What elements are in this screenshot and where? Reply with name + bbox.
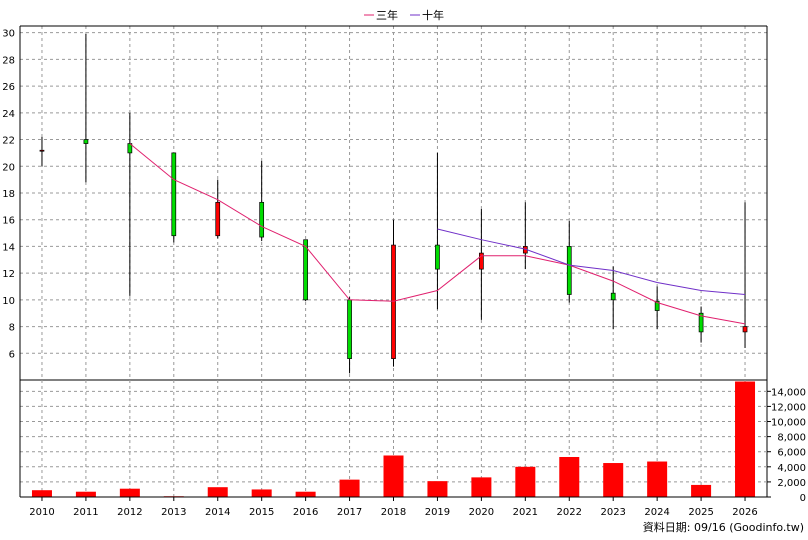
x-tick-label: 2023 bbox=[600, 507, 625, 518]
x-tick-label: 2020 bbox=[469, 507, 494, 518]
volume-bar bbox=[647, 461, 668, 497]
volume-bar bbox=[559, 456, 580, 497]
volume-y-tick-label: 10,000 bbox=[771, 418, 806, 429]
candle-body bbox=[303, 239, 308, 301]
volume-bar bbox=[339, 479, 360, 497]
x-tick-label: 2026 bbox=[732, 507, 757, 518]
x-tick-label: 2013 bbox=[161, 507, 186, 518]
price-y-tick-label: 6 bbox=[9, 349, 15, 360]
legend-label-3yr: 三年 bbox=[376, 8, 398, 22]
volume-bar bbox=[207, 487, 228, 497]
volume-bar bbox=[603, 463, 624, 497]
volume-bar bbox=[691, 484, 712, 497]
price-y-tick-label: 20 bbox=[2, 162, 15, 173]
volume-bar bbox=[119, 488, 140, 497]
x-tick-label: 2014 bbox=[205, 507, 230, 518]
price-y-tick-label: 8 bbox=[9, 323, 15, 334]
candle-body bbox=[742, 326, 748, 333]
x-tick-label: 2017 bbox=[337, 507, 362, 518]
volume-y-tick-label: 14,000 bbox=[771, 387, 806, 398]
volume-panel: 0 2,000 4,000 6,000 8,000 10,000 12,000 14,000 bbox=[19, 380, 806, 504]
x-tick-label: 2016 bbox=[293, 507, 318, 518]
price-y-tick-label: 22 bbox=[2, 136, 15, 147]
x-tick-label: 2025 bbox=[688, 507, 713, 518]
x-tick-label: 2019 bbox=[425, 507, 450, 518]
candle-body bbox=[347, 299, 352, 359]
volume-bar bbox=[31, 490, 52, 497]
candle-body bbox=[479, 252, 484, 270]
legend-label-10yr: 十年 bbox=[422, 8, 444, 22]
candle-body bbox=[610, 292, 616, 301]
candle-body bbox=[698, 312, 704, 333]
candle-body bbox=[171, 152, 177, 237]
x-tick-label: 2022 bbox=[557, 507, 582, 518]
price-y-tick-label: 30 bbox=[2, 29, 15, 40]
volume-y-tick-label: 12,000 bbox=[771, 402, 806, 413]
candle-body bbox=[127, 143, 133, 154]
x-tick-label: 2021 bbox=[513, 507, 538, 518]
candle-body bbox=[654, 300, 660, 311]
volume-y-tick-label: 4,000 bbox=[777, 463, 806, 474]
volume-y-tick-label: 0 bbox=[800, 493, 806, 504]
price-y-tick-label: 14 bbox=[2, 242, 15, 253]
volume-y-tick-label: 8,000 bbox=[777, 433, 806, 444]
volume-bar bbox=[515, 466, 536, 497]
x-axis: 2010 2011 2012 2013 2014 2015 2016 2017 2018 2019… bbox=[29, 497, 758, 518]
data-date-footer: 資料日期: 09/16 (Goodinfo.tw) bbox=[643, 520, 804, 534]
price-y-tick-label: 28 bbox=[2, 55, 15, 66]
volume-bar bbox=[75, 491, 96, 497]
volume-bar bbox=[471, 477, 492, 497]
x-tick-label: 2018 bbox=[381, 507, 406, 518]
volume-bar bbox=[427, 481, 448, 497]
x-tick-label: 2011 bbox=[73, 507, 98, 518]
price-panel: 6 8 10 12 14 16 18 20 22 24 26 28 30 bbox=[2, 25, 768, 497]
price-y-tick-label: 24 bbox=[2, 109, 15, 120]
x-tick-label: 2024 bbox=[644, 507, 669, 518]
candle-body bbox=[215, 201, 221, 237]
x-tick-label: 2015 bbox=[249, 507, 274, 518]
x-tick-label: 2010 bbox=[29, 507, 54, 518]
candle-body bbox=[391, 244, 396, 359]
volume-y-tick-label: 2,000 bbox=[777, 478, 806, 489]
volume-y-tick-label: 6,000 bbox=[777, 448, 806, 459]
candle-body bbox=[39, 149, 45, 152]
legend: 三年 十年 bbox=[364, 8, 444, 22]
volume-bar bbox=[295, 491, 316, 497]
moving-average-line bbox=[437, 228, 746, 295]
price-y-tick-label: 16 bbox=[2, 216, 15, 227]
price-y-tick-label: 18 bbox=[2, 189, 15, 200]
candle-body bbox=[83, 139, 89, 144]
volume-bar bbox=[251, 489, 272, 497]
price-y-tick-label: 26 bbox=[2, 82, 15, 93]
price-y-tick-label: 12 bbox=[2, 269, 15, 280]
candle-body bbox=[259, 201, 265, 238]
volume-bar bbox=[383, 455, 404, 497]
candle-body bbox=[566, 246, 572, 295]
moving-average-line bbox=[129, 143, 746, 325]
x-tick-label: 2012 bbox=[117, 507, 142, 518]
price-y-tick-label: 10 bbox=[2, 296, 15, 307]
candle-body bbox=[435, 244, 440, 270]
volume-bar bbox=[735, 381, 756, 497]
